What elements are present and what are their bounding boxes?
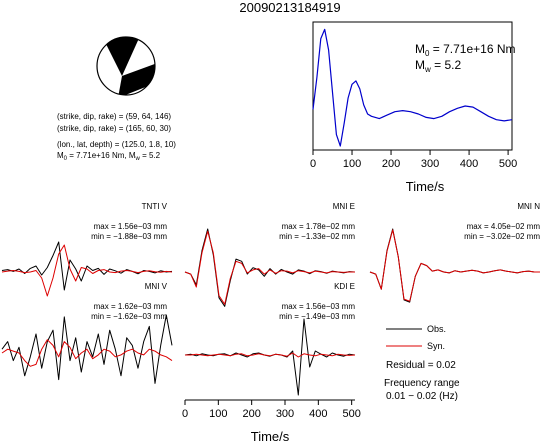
observed-waveform bbox=[1, 241, 173, 291]
trace-max-label: max = 4.05e−02 mm bbox=[467, 222, 541, 231]
waveform-xtick-label: 0 bbox=[182, 408, 188, 420]
synthetic-waveform bbox=[1, 244, 173, 297]
waveform-x-axis: 0 100 200 300 400 500 bbox=[182, 399, 361, 420]
waveform-xtick-label: 100 bbox=[209, 408, 227, 420]
stf-xtick-label: 200 bbox=[382, 158, 400, 170]
station-label: TNTI V bbox=[142, 202, 168, 211]
beachball-compressional-quadrant-top bbox=[104, 37, 140, 76]
stf-plot: 0 100 200 300 400 500 bbox=[310, 21, 517, 170]
legend-frequency-title: Frequency range bbox=[384, 378, 460, 389]
beachball-line-2: (strike, dip, rake) = (165, 60, 30) bbox=[57, 124, 171, 133]
beachball-compressional-quadrant-bottom bbox=[118, 62, 155, 95]
station-label: MNI V bbox=[145, 282, 168, 291]
beachball-line-3: (lon., lat, depth) = (125.0, 1.8, 10) bbox=[57, 140, 176, 149]
observed-waveform bbox=[184, 318, 356, 396]
stf-moment-label: M0 = 7.71e+16 Nm bbox=[415, 42, 516, 58]
focal-mechanism-beachball bbox=[96, 36, 156, 96]
stf-magnitude-label: Mw = 5.2 bbox=[415, 58, 461, 74]
station-label: KDI E bbox=[334, 282, 355, 291]
trace-min-label: min = −1.33e−02 mm bbox=[279, 232, 355, 241]
trace-max-label: max = 1.56e−03 mm bbox=[94, 222, 168, 231]
trace-min-label: min = −1.62e−03 mm bbox=[91, 312, 167, 321]
waveform-xtick-label: 400 bbox=[309, 408, 327, 420]
stf-xtick-label: 0 bbox=[310, 158, 316, 170]
waveform-xtick-label: 300 bbox=[276, 408, 294, 420]
stf-xtick-label: 300 bbox=[421, 158, 439, 170]
trace-min-label: min = −3.02e−02 mm bbox=[464, 232, 540, 241]
observed-waveform bbox=[1, 314, 173, 384]
event-title: 20090213184919 bbox=[239, 0, 340, 15]
stf-curve bbox=[312, 28, 513, 147]
stf-xtick-label: 500 bbox=[499, 158, 517, 170]
legend-frequency-range: 0.01 − 0.02 (Hz) bbox=[386, 391, 458, 402]
synthetic-waveform bbox=[184, 230, 355, 305]
synthetic-waveform bbox=[185, 352, 356, 358]
stf-frame bbox=[312, 21, 513, 151]
waveform-xlabel: Time/s bbox=[251, 429, 290, 444]
stf-xtick-label: 400 bbox=[460, 158, 478, 170]
legend: Obs. Syn. Residual = 0.02 Frequency rang… bbox=[384, 324, 460, 402]
trace-min-label: min = −1.49e−03 mm bbox=[279, 312, 355, 321]
synthetic-waveform bbox=[369, 229, 540, 302]
legend-residual: Residual = 0.02 bbox=[386, 360, 456, 371]
waveform-xtick-label: 200 bbox=[242, 408, 260, 420]
trace-max-label: max = 1.62e−03 mm bbox=[94, 302, 168, 311]
beachball-moment-line: M0 = 7.71e+16 Nm, Mw = 5.2 bbox=[57, 151, 161, 162]
stf-xlabel: Time/s bbox=[406, 179, 445, 194]
trace-min-label: min = −1.88e−03 mm bbox=[91, 232, 167, 241]
beachball-line-1: (strike, dip, rake) = (59, 64, 146) bbox=[57, 112, 171, 121]
trace-max-label: max = 1.56e−03 mm bbox=[282, 302, 356, 311]
trace-max-label: max = 1.78e−02 mm bbox=[282, 222, 356, 231]
synthetic-waveform bbox=[1, 339, 173, 367]
legend-syn-label: Syn. bbox=[427, 341, 445, 351]
legend-obs-label: Obs. bbox=[427, 324, 446, 334]
waveform-xtick-label: 500 bbox=[342, 408, 360, 420]
station-label: MNI N bbox=[517, 202, 540, 211]
station-label: MNI E bbox=[333, 202, 355, 211]
stf-xtick-label: 100 bbox=[343, 158, 361, 170]
